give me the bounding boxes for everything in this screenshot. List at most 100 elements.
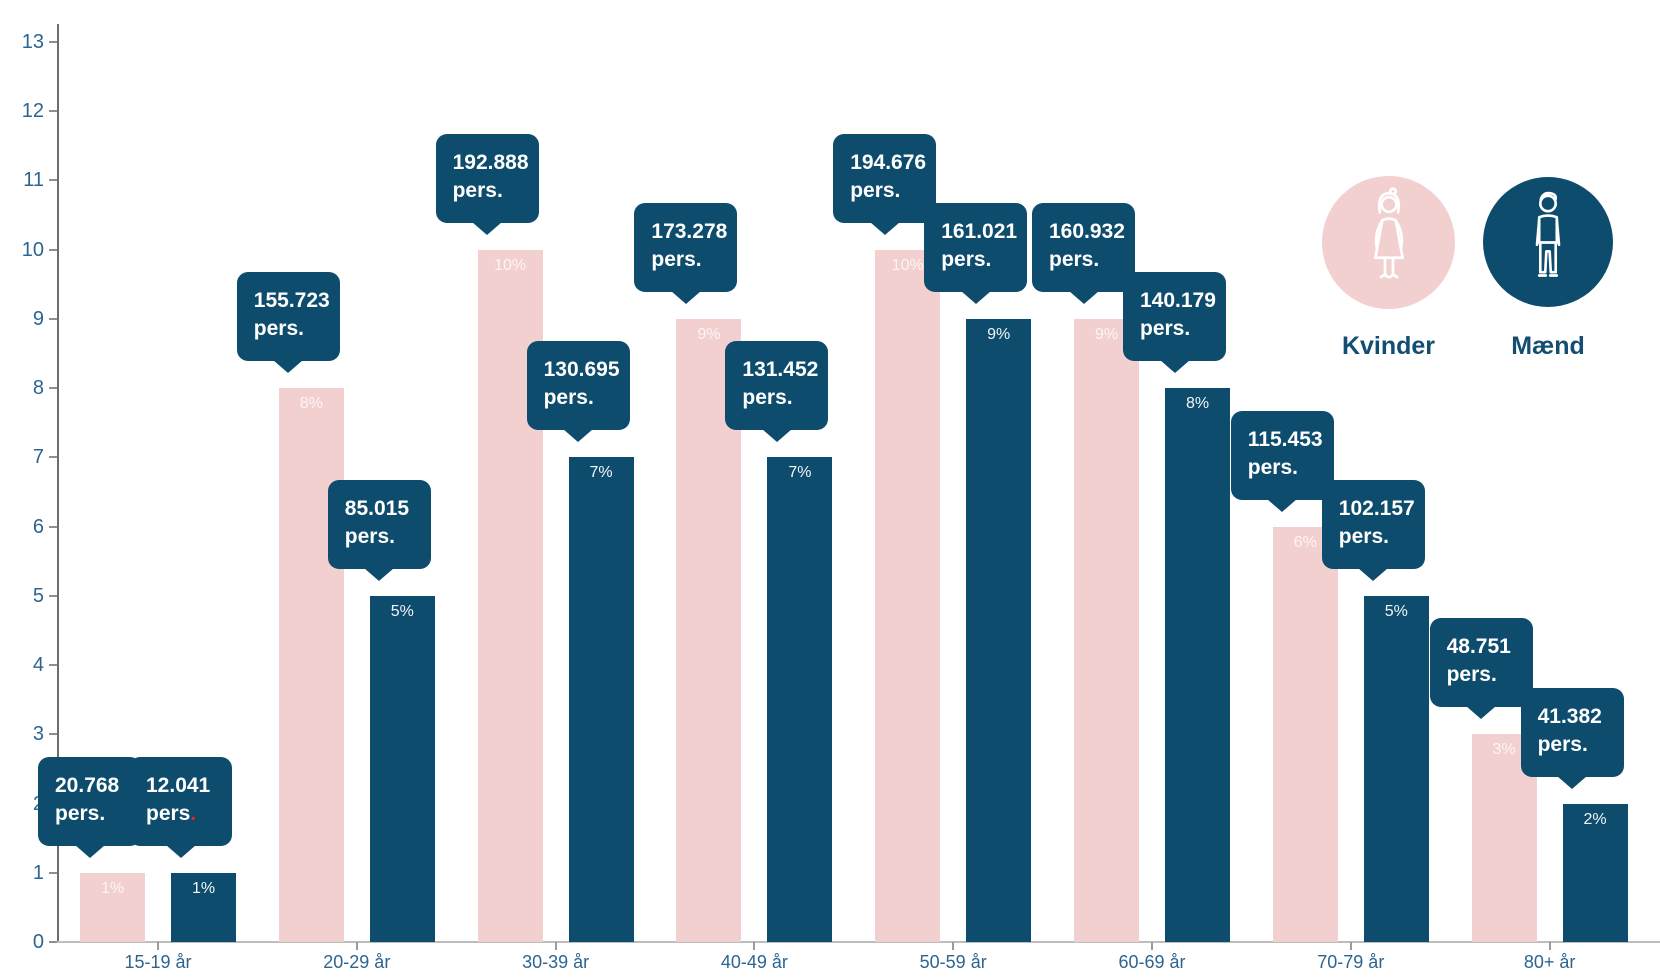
bar-percent-label: 1% [100, 879, 125, 897]
bar-percent-label: 5% [390, 602, 414, 620]
x-axis-label: 60-69 år [1118, 952, 1186, 972]
callout-unit: pers. [742, 386, 793, 410]
x-axis-tick [1349, 942, 1352, 950]
woman-icon [1322, 176, 1455, 309]
callout-unit: pers. [651, 247, 702, 271]
x-axis-line [57, 941, 1660, 943]
x-axis-tick [554, 942, 557, 950]
y-axis-label: 6 [32, 515, 44, 538]
callout-value: 155.723 [253, 289, 330, 313]
legend-label-maend: Mænd [1511, 332, 1585, 360]
callout-unit: pers. [452, 178, 503, 202]
callout-value: 160.932 [1049, 219, 1125, 243]
callout-value: 102.157 [1338, 496, 1415, 520]
man-icon [1483, 177, 1613, 307]
bar-kvinder-7[interactable]: 6% [1272, 526, 1338, 942]
x-axis-tick [355, 942, 358, 950]
y-axis-label: 0 [32, 931, 44, 953]
y-axis-label: 4 [32, 654, 44, 677]
y-axis-tick [49, 941, 57, 943]
bar-percent-label: 1% [191, 879, 216, 897]
callout-unit: pers. [850, 178, 901, 202]
callout-unit: pers. [344, 524, 395, 548]
x-axis-label: 40-49 år [720, 952, 788, 972]
callout-value: 173.278 [651, 219, 728, 243]
bar-kvinder-2[interactable]: 8% [278, 388, 344, 942]
red-period: . [190, 801, 197, 825]
bar-percent-label: 9% [987, 325, 1011, 343]
x-axis-tick [753, 942, 756, 950]
callout-mænd-3: 130.695 pers. [526, 341, 630, 431]
y-axis-label: 1 [32, 861, 44, 884]
callout-value: 161.021 [941, 219, 1018, 243]
bar-mænd-8[interactable]: 2% [1562, 803, 1628, 942]
y-axis-tick [49, 525, 57, 528]
y-axis-label: 13 [21, 31, 44, 53]
callout-unit: pers. [253, 317, 304, 341]
y-axis-tick [49, 248, 57, 251]
y-axis-tick [49, 41, 57, 43]
bar-percent-label: 2% [1583, 810, 1607, 828]
callout-value: 115.453 [1247, 427, 1323, 451]
x-axis-label: 70-79 år [1317, 952, 1385, 972]
bar-mænd-5[interactable]: 9% [966, 318, 1032, 942]
y-axis-label: 10 [21, 238, 44, 261]
bar-kvinder-5[interactable]: 10% [875, 249, 941, 942]
bar-percent-label: 9% [1094, 325, 1119, 343]
y-axis-tick [49, 387, 57, 390]
legend-label-kvinder: Kvinder [1341, 332, 1436, 360]
callout-unit: pers. [1338, 524, 1389, 548]
callout-mænd-4: 131.452 pers. [725, 341, 829, 431]
callout-value: 130.695 [543, 358, 620, 382]
callout-unit: pers. [543, 386, 594, 410]
bar-mænd-4[interactable]: 7% [767, 457, 833, 942]
x-axis-tick [952, 942, 955, 950]
callout-unit: pers. [1140, 317, 1191, 341]
bar-percent-label: 7% [589, 464, 613, 482]
bar-mænd-3[interactable]: 7% [568, 457, 634, 942]
callout-unit: pers. [55, 801, 106, 825]
callout-kvinder-5: 194.676 pers. [833, 133, 937, 223]
bar-kvinder-1[interactable]: 1% [80, 872, 145, 942]
y-axis-tick [49, 871, 57, 874]
y-axis-label: 3 [32, 723, 44, 746]
callout-value: 194.676 [850, 150, 927, 174]
bar-kvinder-6[interactable]: 9% [1074, 318, 1139, 942]
callout-kvinder-6: 160.932 pers. [1032, 202, 1135, 292]
bar-percent-label: 9% [697, 325, 721, 343]
callout-unit: pers. [1537, 732, 1588, 756]
bar-percent-label: 10% [891, 256, 924, 274]
callout-value: 85.015 [344, 496, 410, 520]
y-axis-tick [49, 179, 57, 182]
callout-unit: pers. [1247, 455, 1298, 479]
y-axis-label: 7 [32, 446, 44, 469]
bar-percent-label: 7% [788, 464, 812, 482]
y-axis-line [57, 24, 59, 942]
callout-mænd-5: 161.021 pers. [924, 202, 1028, 292]
x-axis-label: 50-59 år [919, 952, 987, 972]
y-axis-tick [49, 664, 57, 667]
y-axis-label: 5 [32, 584, 44, 607]
callout-kvinder-7: 115.453 pers. [1230, 410, 1334, 500]
x-axis-tick [1151, 942, 1153, 950]
bar-mænd-6[interactable]: 8% [1165, 388, 1230, 942]
callout-kvinder-8: 48.751 pers. [1429, 618, 1533, 708]
callout-value: 20.768 [55, 773, 120, 797]
bar-mænd-7[interactable]: 5% [1363, 595, 1429, 942]
callout-mænd-1: 12.041 pers. [129, 756, 232, 846]
bar-percent-label: 5% [1384, 602, 1408, 620]
y-axis-tick [49, 456, 57, 459]
bar-mænd-2[interactable]: 5% [369, 595, 435, 942]
bar-mænd-1[interactable]: 1% [171, 872, 236, 942]
callout-value: 140.179 [1140, 289, 1216, 313]
callout-unit: pers. [146, 801, 197, 825]
callout-mænd-6: 140.179 pers. [1123, 272, 1226, 362]
x-axis-label: 30-39 år [522, 952, 590, 972]
bar-percent-label: 6% [1293, 533, 1317, 551]
y-axis-label: 12 [21, 100, 44, 123]
y-axis-tick [49, 110, 57, 113]
y-axis-tick [49, 733, 57, 736]
y-axis-label: 8 [32, 377, 44, 400]
callout-value: 12.041 [146, 773, 211, 797]
